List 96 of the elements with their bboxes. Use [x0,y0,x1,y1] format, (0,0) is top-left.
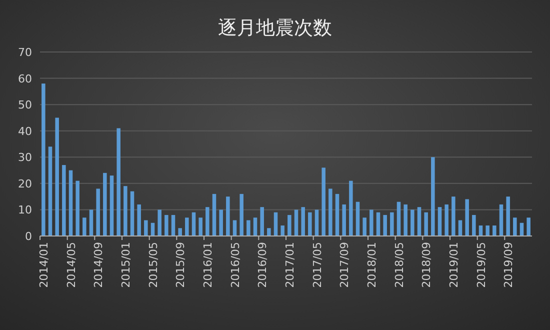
bar [404,204,408,236]
bar [219,210,223,236]
bar [314,210,319,236]
bar [280,225,284,236]
y-tick-label: 30 [18,151,32,164]
bar [452,196,456,236]
bar [55,118,59,236]
bar [185,218,189,236]
bar [48,146,52,236]
bar [267,228,271,236]
x-tick-label: 2016/09 [256,242,270,288]
x-tick-label: 2015/05 [146,242,160,288]
bar [308,212,312,236]
bar [506,196,510,236]
y-tick-label: 70 [18,46,32,59]
bar [68,170,73,236]
bar [232,220,237,236]
bar [486,225,490,236]
bar [383,214,387,236]
bar [370,210,374,236]
bar [171,214,176,236]
bar [76,180,80,236]
bar [158,210,162,236]
bar [124,186,128,236]
bar [116,128,120,236]
bar [335,194,340,236]
bar [424,212,428,236]
bar [301,207,305,236]
bar [526,218,530,236]
bar [212,194,216,236]
y-tick-label: 60 [18,72,32,86]
bar [458,220,462,236]
bar [376,212,380,236]
x-tick-label: 2019/09 [502,242,516,288]
bar [288,214,292,236]
bar [349,180,353,236]
y-tick-label: 40 [18,124,32,138]
bar [472,214,476,236]
bar [130,191,134,236]
x-tick-label: 2014/01 [37,242,50,288]
bar [253,218,258,236]
bar [96,188,100,236]
bar [390,212,394,236]
bar [465,199,469,236]
bar [410,210,414,236]
bar [362,218,366,236]
x-tick-label: 2017/09 [338,242,352,288]
bar [260,207,264,236]
bar [206,207,210,236]
bar [396,202,401,236]
bar [42,84,46,236]
bar [137,204,141,236]
x-tick-label: 2019/01 [447,242,460,288]
x-tick-label: 2018/09 [420,242,434,288]
bar [328,188,332,236]
y-tick-label: 10 [18,204,32,217]
bar [192,212,196,236]
y-tick-label: 50 [18,98,32,112]
bar [444,204,448,236]
chart-title: 逐月地震次数 [218,17,332,39]
x-tick-label: 2017/05 [310,242,324,288]
x-tick-label: 2015/01 [119,242,132,288]
x-tick-label: 2017/01 [283,242,296,288]
x-tick-label: 2019/05 [474,242,488,288]
x-tick-label: 2014/09 [92,242,106,288]
bar [431,157,435,236]
x-tick-label: 2016/05 [228,242,242,288]
bar [246,220,250,236]
bar [438,207,442,236]
bar [342,204,346,236]
bar [62,165,66,236]
bar [274,212,278,236]
bar [417,207,422,236]
bar [89,210,94,236]
x-tick-label: 2016/01 [201,242,214,288]
bar [356,202,360,236]
bar [198,218,202,236]
bar [499,204,504,236]
bar [513,218,517,236]
x-tick-label: 2014/05 [64,242,78,288]
bar [144,220,148,236]
bar [240,194,244,236]
y-tick-label: 0 [25,230,32,243]
bar [178,228,182,236]
bar [226,196,230,236]
bar [322,168,326,236]
bar [110,176,114,236]
bar [294,210,298,236]
bar [103,172,107,236]
x-tick-label: 2018/05 [392,242,406,288]
y-tick-label: 20 [18,177,32,190]
x-tick-label: 2018/01 [365,242,378,288]
x-tick-label: 2015/09 [174,242,188,288]
bar [82,218,86,236]
bar [164,214,168,236]
bar [492,225,496,236]
